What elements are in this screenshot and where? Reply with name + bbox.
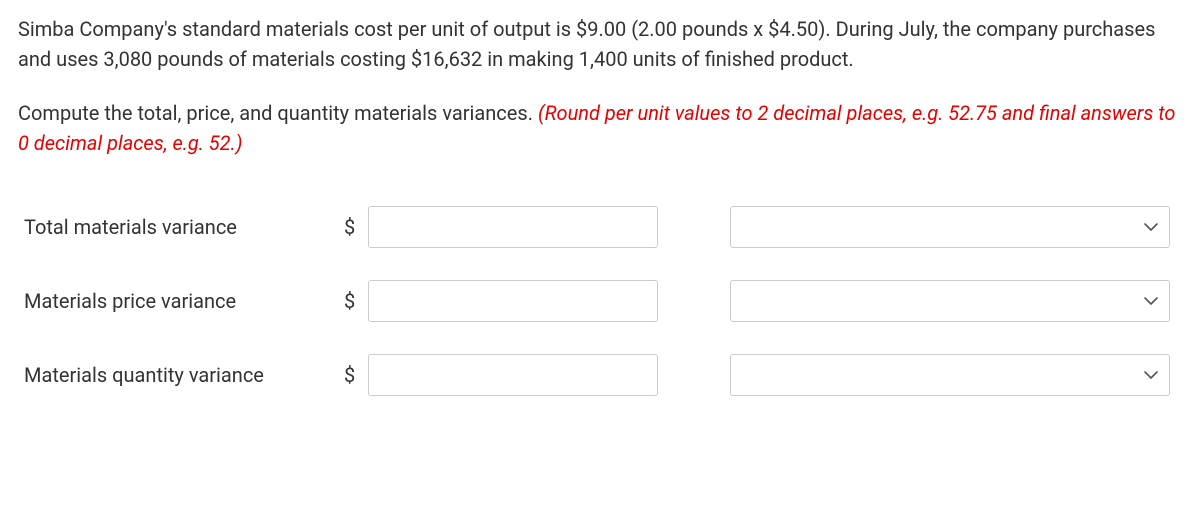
materials-quantity-variance-input[interactable] (368, 354, 658, 396)
materials-price-variance-input[interactable] (368, 280, 658, 322)
materials-quantity-variance-label: Materials quantity variance (24, 363, 344, 387)
total-materials-variance-input[interactable] (368, 206, 658, 248)
materials-price-variance-select-wrapper: FavorableUnfavorableNeither favorable no… (730, 280, 1170, 322)
variance-form: Total materials variance $ FavorableUnfa… (18, 206, 1182, 396)
total-materials-variance-label: Total materials variance (24, 215, 344, 239)
currency-symbol: $ (344, 363, 368, 387)
total-materials-variance-select[interactable]: FavorableUnfavorableNeither favorable no… (730, 206, 1170, 248)
materials-price-variance-label: Materials price variance (24, 289, 344, 313)
instruction-paragraph: Compute the total, price, and quantity m… (18, 98, 1182, 158)
materials-quantity-variance-row: Materials quantity variance $ FavorableU… (24, 354, 1182, 396)
currency-symbol: $ (344, 215, 368, 239)
problem-paragraph: Simba Company's standard materials cost … (18, 14, 1182, 74)
materials-price-variance-row: Materials price variance $ FavorableUnfa… (24, 280, 1182, 322)
total-materials-variance-row: Total materials variance $ FavorableUnfa… (24, 206, 1182, 248)
instruction-plain: Compute the total, price, and quantity m… (18, 101, 538, 125)
materials-price-variance-select[interactable]: FavorableUnfavorableNeither favorable no… (730, 280, 1170, 322)
materials-quantity-variance-select[interactable]: FavorableUnfavorableNeither favorable no… (730, 354, 1170, 396)
materials-quantity-variance-select-wrapper: FavorableUnfavorableNeither favorable no… (730, 354, 1170, 396)
total-materials-variance-select-wrapper: FavorableUnfavorableNeither favorable no… (730, 206, 1170, 248)
currency-symbol: $ (344, 289, 368, 313)
